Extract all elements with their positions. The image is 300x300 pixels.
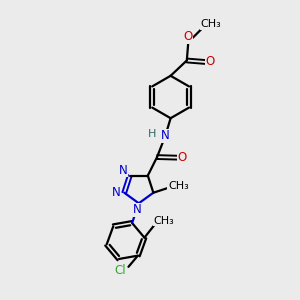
Text: N: N (112, 186, 120, 199)
Text: H: H (148, 129, 156, 140)
Text: N: N (133, 203, 142, 216)
Text: Cl: Cl (114, 264, 126, 277)
Text: CH₃: CH₃ (201, 19, 222, 29)
Text: CH₃: CH₃ (154, 216, 174, 226)
Text: N: N (161, 129, 170, 142)
Text: O: O (177, 151, 186, 164)
Text: O: O (205, 56, 214, 68)
Text: CH₃: CH₃ (168, 181, 189, 191)
Text: O: O (184, 30, 193, 44)
Text: N: N (119, 164, 128, 177)
